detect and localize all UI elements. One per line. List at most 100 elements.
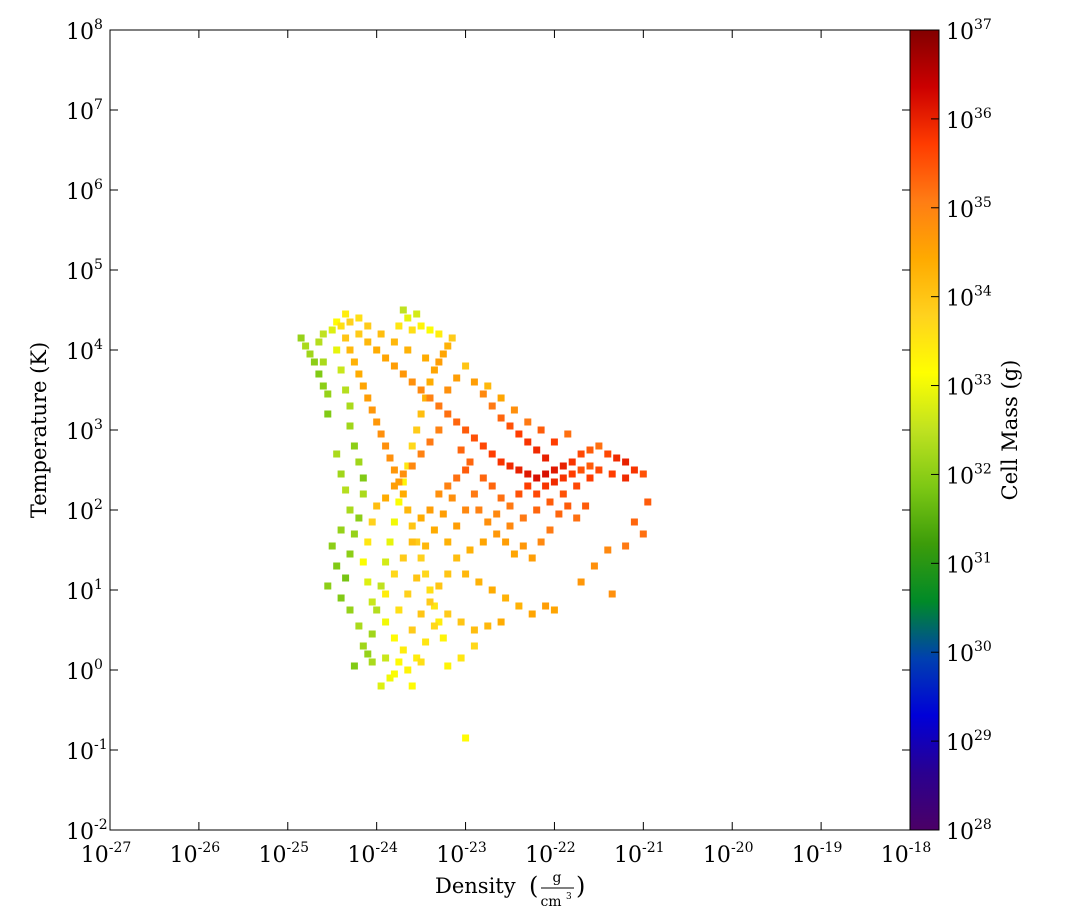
heatmap-cell xyxy=(408,378,416,386)
heatmap-cell xyxy=(502,594,510,602)
heatmap-cell xyxy=(546,498,554,506)
heatmap-cell xyxy=(479,442,487,450)
heatmap-cell xyxy=(604,450,612,458)
heatmap-cell xyxy=(368,518,376,526)
heatmap-cell xyxy=(528,610,536,618)
heatmap-cell xyxy=(515,490,523,498)
heatmap-cell xyxy=(542,454,550,462)
heatmap-cell xyxy=(399,554,407,562)
heatmap-cell xyxy=(502,538,510,546)
heatmap-cell xyxy=(404,314,412,322)
heatmap-cell xyxy=(355,622,363,630)
heatmap-cell xyxy=(462,466,470,474)
heatmap-cell xyxy=(350,530,358,538)
heatmap-cell xyxy=(506,522,514,530)
heatmap-cell xyxy=(386,538,394,546)
heatmap-cell xyxy=(373,502,381,510)
heatmap-cell xyxy=(413,310,421,318)
heatmap-cell xyxy=(417,450,425,458)
heatmap-cell xyxy=(533,506,541,514)
heatmap-cell xyxy=(524,438,532,446)
heatmap-cell xyxy=(404,346,412,354)
heatmap-cell xyxy=(364,338,372,346)
heatmap-cell xyxy=(573,482,581,490)
heatmap-cell xyxy=(462,734,470,742)
heatmap-cell xyxy=(435,330,443,338)
heatmap-cell xyxy=(390,338,398,346)
heatmap-cell xyxy=(528,554,536,562)
heatmap-cell xyxy=(488,586,496,594)
heatmap-cell xyxy=(506,502,514,510)
heatmap-cell xyxy=(422,394,430,402)
y-axis-label: Temperature (K) xyxy=(27,342,51,518)
y-tick-label: 105 xyxy=(66,257,103,285)
heatmap-cell xyxy=(413,426,421,434)
heatmap-cell xyxy=(453,474,461,482)
heatmap-cell xyxy=(533,474,541,482)
heatmap-cell xyxy=(533,446,541,454)
heatmap-cell xyxy=(444,482,452,490)
x-tick-label: 10-20 xyxy=(703,840,754,868)
colorbar xyxy=(909,29,940,831)
heatmap-cell xyxy=(577,466,585,474)
heatmap-cell xyxy=(479,474,487,482)
heatmap-cell xyxy=(364,322,372,330)
heatmap-cell xyxy=(519,542,527,550)
heatmap-cell xyxy=(390,634,398,642)
heatmap-cell xyxy=(608,470,616,478)
heatmap-cell xyxy=(595,442,603,450)
heatmap-cell xyxy=(386,674,394,682)
heatmap-cell xyxy=(470,490,478,498)
heatmap-cell xyxy=(444,570,452,578)
heatmap-cell xyxy=(422,638,430,646)
heatmap-cell xyxy=(333,318,341,326)
heatmap-cell xyxy=(355,330,363,338)
heatmap-cell xyxy=(390,362,398,370)
y-tick-label: 102 xyxy=(66,497,103,525)
heatmap-cell xyxy=(475,578,483,586)
heatmap-cell xyxy=(413,574,421,582)
x-tick-label: 10-21 xyxy=(614,840,665,868)
heatmap-cell xyxy=(346,422,354,430)
x-axis-unit-open-paren: ( xyxy=(529,872,538,900)
heatmap-cell xyxy=(404,462,412,470)
heatmap-cell xyxy=(608,590,616,598)
heatmap-cell xyxy=(466,546,474,554)
heatmap-cell xyxy=(568,470,576,478)
heatmap-cell xyxy=(462,570,470,578)
heatmap-cell xyxy=(453,418,461,426)
heatmap-cell xyxy=(302,342,310,350)
heatmap-cell xyxy=(537,426,545,434)
heatmap-cell xyxy=(382,494,390,502)
heatmap-cell xyxy=(586,462,594,470)
heatmap-cell xyxy=(524,418,532,426)
heatmap-cell xyxy=(333,346,341,354)
heatmap-cell xyxy=(435,426,443,434)
colorbar-tick-label: 1031 xyxy=(946,550,992,578)
heatmap-cell xyxy=(644,498,652,506)
heatmap-cell xyxy=(382,558,390,566)
heatmap-cell xyxy=(550,606,558,614)
heatmap-cell xyxy=(350,442,358,450)
heatmap-cell xyxy=(497,414,505,422)
heatmap-cell xyxy=(373,418,381,426)
heatmap-cell xyxy=(333,562,341,570)
x-axis-unit-denominator-exponent: 3 xyxy=(566,892,572,902)
heatmap-cell xyxy=(448,494,456,502)
heatmap-cell xyxy=(426,586,434,594)
colorbar-tick-label: 1035 xyxy=(946,195,992,223)
heatmap-cell xyxy=(426,394,434,402)
colorbar-gradient xyxy=(909,29,940,831)
heatmap-cell xyxy=(550,478,558,486)
heatmap-cell xyxy=(359,642,367,650)
heatmap-cell xyxy=(319,382,327,390)
heatmap-cell xyxy=(506,462,514,470)
heatmap-cell xyxy=(324,410,332,418)
heatmap-cell xyxy=(395,322,403,330)
heatmap-cell xyxy=(337,366,345,374)
heatmap-cell xyxy=(488,402,496,410)
heatmap-cell xyxy=(515,466,523,474)
heatmap-cell xyxy=(399,370,407,378)
heatmap-cell xyxy=(399,470,407,478)
heatmap-cell xyxy=(586,474,594,482)
